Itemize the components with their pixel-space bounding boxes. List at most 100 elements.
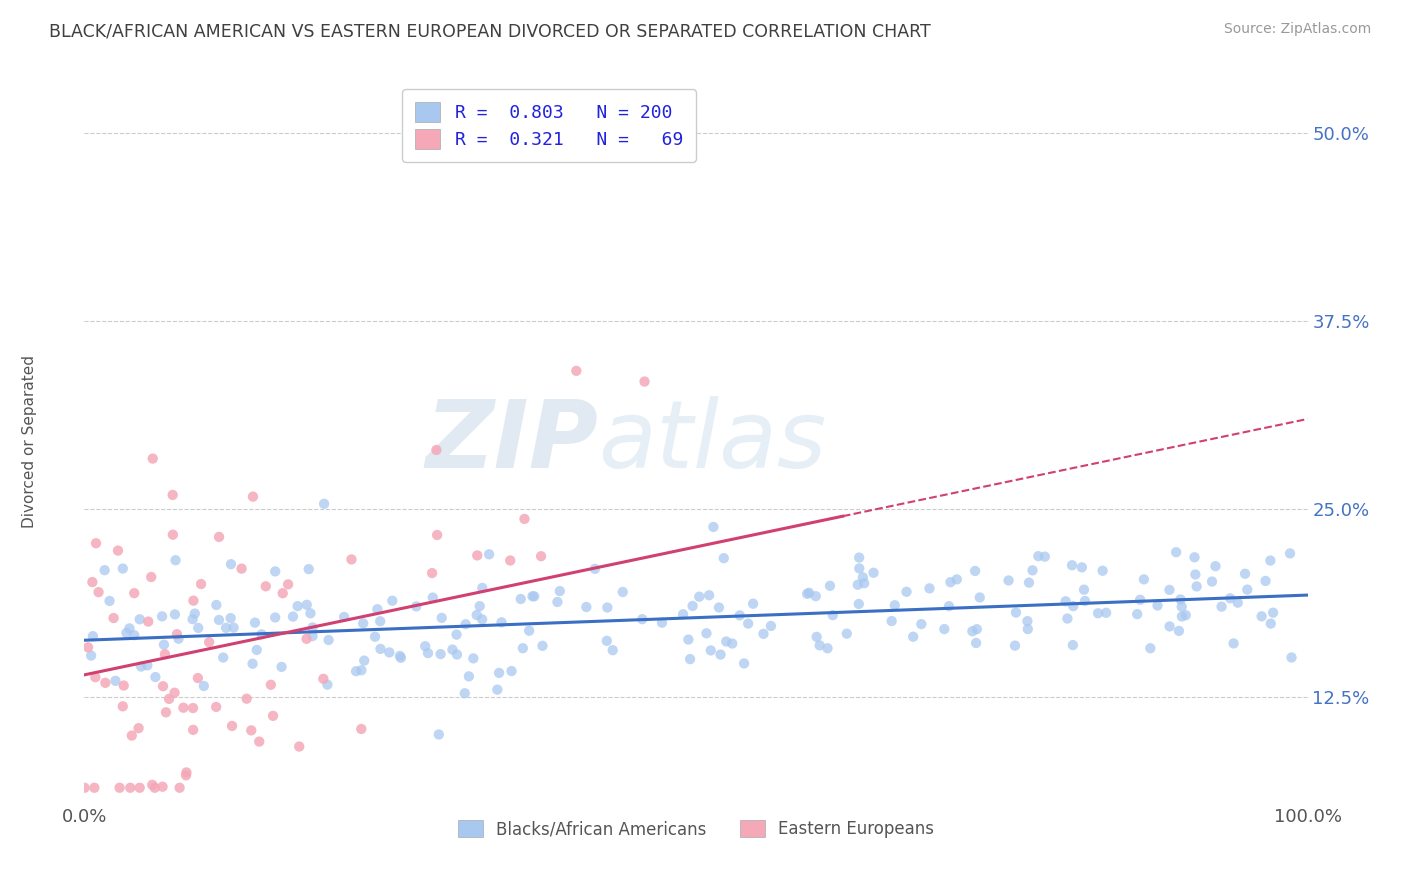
Point [1095, 606, 1118, 620]
Point [546, 595, 568, 609]
Point [350, 722, 373, 736]
Point [1070, 560, 1092, 574]
Legend: Blacks/African Americans, Eastern Europeans: Blacks/African Americans, Eastern Europe… [451, 814, 941, 845]
Point [1017, 614, 1039, 628]
Text: ZIP: ZIP [425, 395, 598, 488]
Point [121, 729, 143, 743]
Point [157, 691, 180, 706]
Point [1159, 582, 1181, 597]
Point [318, 632, 340, 647]
Point [212, 650, 235, 665]
Point [413, 639, 436, 653]
Point [441, 642, 464, 657]
Text: atlas: atlas [598, 396, 827, 487]
Point [169, 780, 191, 795]
Point [530, 549, 553, 564]
Point [852, 570, 875, 584]
Point [1146, 599, 1168, 613]
Text: BLACK/AFRICAN AMERICAN VS EASTERN EUROPEAN DIVORCED OR SEPARATED CORRELATION CHA: BLACK/AFRICAN AMERICAN VS EASTERN EUROPE… [49, 22, 931, 40]
Point [143, 780, 166, 795]
Point [853, 576, 876, 591]
Point [796, 587, 818, 601]
Point [298, 562, 321, 576]
Point [370, 641, 392, 656]
Point [1222, 636, 1244, 650]
Point [193, 679, 215, 693]
Point [471, 612, 494, 626]
Point [205, 598, 228, 612]
Point [1184, 550, 1206, 565]
Point [1087, 606, 1109, 620]
Point [426, 528, 449, 542]
Point [818, 579, 841, 593]
Point [112, 679, 135, 693]
Point [142, 451, 165, 466]
Point [1170, 592, 1192, 607]
Point [287, 599, 309, 614]
Point [583, 562, 606, 576]
Point [128, 780, 150, 795]
Point [1211, 599, 1233, 614]
Point [141, 570, 163, 584]
Point [98, 594, 121, 608]
Point [682, 599, 704, 613]
Point [1073, 582, 1095, 597]
Point [152, 780, 174, 794]
Point [1226, 596, 1249, 610]
Point [678, 632, 700, 647]
Point [107, 543, 129, 558]
Point [702, 520, 724, 534]
Point [486, 682, 509, 697]
Point [939, 575, 962, 590]
Point [136, 658, 159, 673]
Point [997, 574, 1019, 588]
Point [153, 647, 176, 661]
Point [162, 488, 184, 502]
Point [425, 442, 447, 457]
Point [242, 657, 264, 671]
Point [910, 617, 932, 632]
Point [167, 632, 190, 646]
Point [187, 621, 209, 635]
Point [316, 678, 339, 692]
Point [1033, 549, 1056, 564]
Point [301, 629, 323, 643]
Point [1091, 564, 1114, 578]
Point [523, 589, 546, 603]
Point [301, 620, 323, 634]
Point [181, 612, 204, 626]
Point [1250, 609, 1272, 624]
Point [901, 630, 924, 644]
Point [962, 624, 984, 639]
Point [176, 765, 198, 780]
Point [120, 780, 142, 795]
Point [122, 586, 145, 600]
Point [716, 634, 738, 648]
Point [219, 611, 242, 625]
Point [612, 585, 634, 599]
Point [429, 647, 451, 661]
Point [883, 599, 905, 613]
Point [141, 778, 163, 792]
Point [231, 561, 253, 575]
Point [153, 638, 176, 652]
Point [312, 672, 335, 686]
Point [517, 624, 540, 638]
Point [254, 579, 277, 593]
Point [631, 612, 654, 626]
Point [488, 665, 510, 680]
Point [277, 577, 299, 591]
Point [513, 512, 536, 526]
Point [163, 686, 186, 700]
Point [709, 648, 731, 662]
Point [165, 553, 187, 567]
Point [1004, 639, 1026, 653]
Point [1201, 574, 1223, 589]
Point [1260, 553, 1282, 567]
Point [1184, 567, 1206, 582]
Point [465, 549, 488, 563]
Point [522, 589, 544, 603]
Point [752, 627, 775, 641]
Point [880, 614, 903, 628]
Point [446, 627, 468, 641]
